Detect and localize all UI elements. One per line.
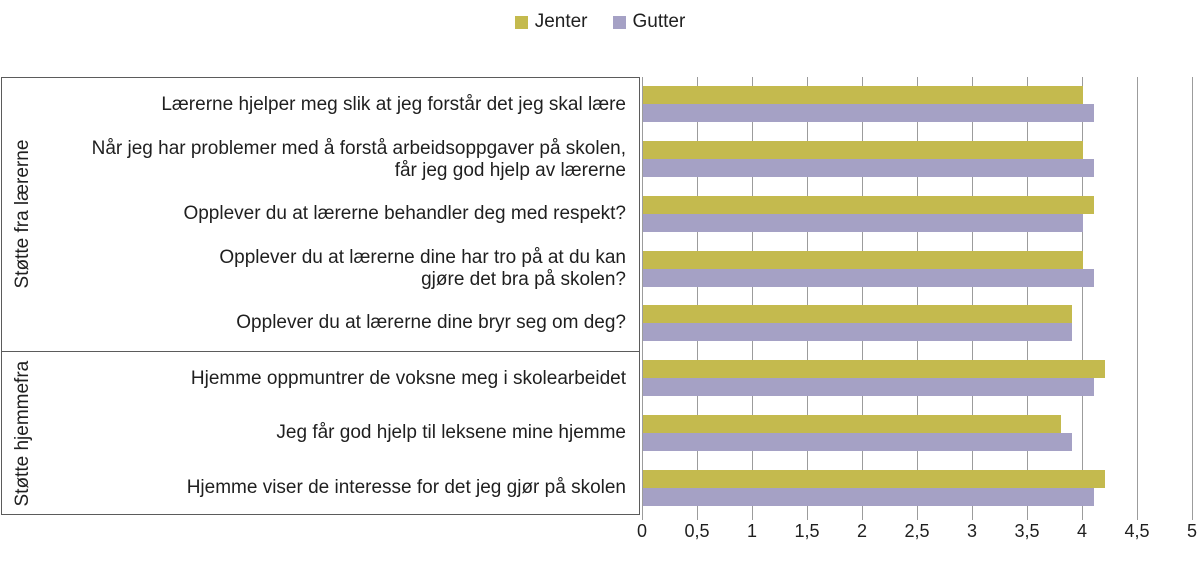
category-label: Hjemme viser de interesse for det jeg gj… — [42, 461, 639, 516]
bar-pair-row — [643, 360, 1105, 397]
legend-swatch-gutter-icon — [612, 15, 626, 29]
bar-pair-row — [643, 86, 1094, 123]
x-tick-label: 0 — [636, 521, 647, 541]
legend-item-jenter: Jenter — [514, 11, 588, 33]
category-label-line: Jeg får god hjelp til leksene mine hjemm… — [276, 422, 626, 444]
category-label: Opplever du at lærerne dine har tro på a… — [42, 242, 639, 297]
bar-pair-row — [643, 195, 1094, 232]
gridline — [1082, 77, 1083, 520]
gridline — [862, 77, 863, 520]
legend-swatch-jenter-icon — [514, 15, 528, 29]
group-label: Støtte hjemmefra — [12, 359, 33, 506]
gridline — [642, 77, 643, 520]
category-label-line: Lærerne hjelper meg slik at jeg forstår … — [161, 94, 626, 116]
x-tick-label: 0,5 — [684, 521, 710, 541]
bar-jenter — [643, 305, 1072, 324]
bar-jenter — [643, 414, 1061, 433]
bar-gutter — [643, 159, 1094, 178]
bar-pair-row — [643, 250, 1094, 287]
category-label-line: Hjemme viser de interesse for det jeg gj… — [186, 476, 626, 498]
bar-jenter — [643, 86, 1083, 105]
gridline — [1192, 77, 1193, 520]
category-label-line: Opplever du at lærerne dine har tro på a… — [219, 246, 626, 268]
category-label: Når jeg har problemer med å forstå arbei… — [42, 133, 639, 188]
bar-jenter — [643, 195, 1094, 214]
bar-pair-row — [643, 141, 1094, 178]
bar-gutter — [643, 268, 1094, 287]
category-label-line: Opplever du at lærerne behandler deg med… — [183, 203, 626, 225]
gridline — [1027, 77, 1028, 520]
category-label-line: Når jeg har problemer med å forstå arbei… — [91, 137, 626, 159]
bar-jenter — [643, 469, 1105, 488]
group-label: Støtte fra lærerne — [12, 139, 33, 289]
category-label: Opplever du at lærerne dine bryr seg om … — [42, 296, 639, 351]
gridline — [972, 77, 973, 520]
chart-legend: Jenter Gutter — [0, 11, 1200, 33]
group-section: Støtte hjemmefra Hjemme oppmuntrer de vok… — [2, 350, 639, 516]
plot-area — [642, 77, 1194, 520]
category-label: Lærerne hjelper meg slik at jeg forstår … — [42, 78, 639, 133]
category-label-line: får jeg god hjelp av lærerne — [394, 159, 626, 181]
category-label: Hjemme oppmuntrer de voksne meg i skolea… — [42, 352, 639, 407]
legend-item-gutter: Gutter — [612, 11, 686, 33]
bar-gutter — [643, 213, 1083, 232]
bar-gutter — [643, 378, 1094, 397]
x-tick-label: 2,5 — [904, 521, 930, 541]
gridline — [917, 77, 918, 520]
x-tick-label: 1,5 — [794, 521, 820, 541]
bar-gutter — [643, 323, 1072, 342]
category-label: Jeg får god hjelp til leksene mine hjemm… — [42, 406, 639, 461]
x-tick-label: 3 — [966, 521, 977, 541]
category-label-line: Opplever du at lærerne dine bryr seg om … — [236, 312, 626, 334]
group-section: Støtte fra lærerne Lærerne hjelper meg sl… — [2, 78, 639, 351]
x-tick-label: 4 — [1076, 521, 1087, 541]
x-tick-label: 3,5 — [1014, 521, 1040, 541]
x-tick-label: 5 — [1186, 521, 1197, 541]
bar-jenter — [643, 250, 1083, 269]
category-label-box: Støtte fra lærerne Lærerne hjelper meg sl… — [1, 77, 640, 515]
bar-gutter — [643, 104, 1094, 123]
bar-pair-row — [643, 414, 1072, 451]
gridline — [697, 77, 698, 520]
bar-gutter — [643, 432, 1072, 451]
category-label: Opplever du at lærerne behandler deg med… — [42, 187, 639, 242]
gridline — [752, 77, 753, 520]
x-tick-label: 4,5 — [1124, 521, 1150, 541]
bar-gutter — [643, 487, 1094, 506]
bar-pair-row — [643, 469, 1105, 506]
gridline — [1137, 77, 1138, 520]
x-tick-label: 1 — [746, 521, 757, 541]
bar-pair-row — [643, 305, 1072, 342]
legend-label-jenter: Jenter — [534, 11, 588, 32]
legend-label-gutter: Gutter — [632, 11, 686, 32]
bar-jenter — [643, 360, 1105, 379]
category-label-line: Hjemme oppmuntrer de voksne meg i skolea… — [190, 367, 626, 389]
gridline — [807, 77, 808, 520]
bar-jenter — [643, 141, 1083, 160]
x-tick-label: 2 — [856, 521, 867, 541]
category-label-line: gjøre det bra på skolen? — [421, 268, 626, 290]
